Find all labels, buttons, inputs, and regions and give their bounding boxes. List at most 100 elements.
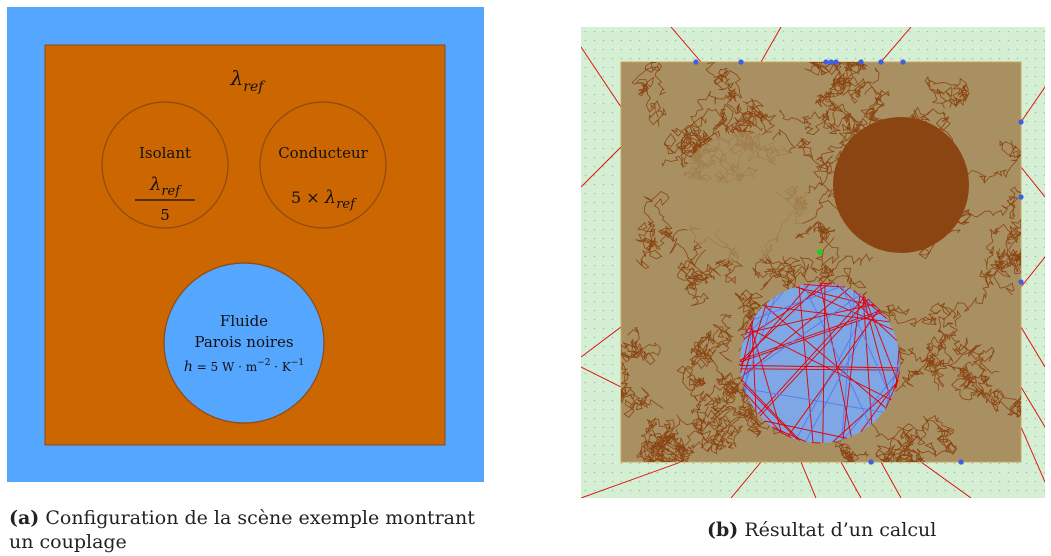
walk-path xyxy=(635,223,701,270)
walk-path xyxy=(937,261,1015,351)
walk-path xyxy=(821,418,870,462)
walk-path xyxy=(994,231,1021,273)
isolant-region xyxy=(678,132,808,262)
fluid-ray xyxy=(763,305,889,323)
caption-b-tag: (b) xyxy=(707,519,739,541)
fluid-ray xyxy=(885,380,899,410)
outer-ray xyxy=(880,461,902,498)
walk-path xyxy=(639,417,687,462)
outer-ray xyxy=(880,27,912,63)
walk-path xyxy=(676,314,732,402)
outer-ray xyxy=(1020,86,1045,123)
fluid-ray xyxy=(739,364,900,369)
outer-ray xyxy=(670,27,702,63)
fluide-circle xyxy=(163,262,325,424)
fluid-ray xyxy=(745,303,875,334)
fluid-ray xyxy=(841,285,892,400)
boundary-dot xyxy=(833,59,839,65)
boundary-dot xyxy=(858,59,864,65)
fluid-ray xyxy=(795,286,877,307)
fluid-ray xyxy=(740,318,754,373)
fluid-ray xyxy=(740,368,900,371)
outer-ray xyxy=(1020,426,1045,483)
caption-b: (b) Résultat d’un calcul xyxy=(707,518,1037,542)
boundary-dot xyxy=(900,59,906,65)
boundary-dot xyxy=(828,59,834,65)
fluid-ray xyxy=(803,284,846,288)
fluid-ray xyxy=(747,327,892,401)
fluid-ray xyxy=(739,283,811,366)
walk-path xyxy=(760,237,835,291)
isolant-denominator: 5 xyxy=(160,206,170,224)
boundary-dot xyxy=(958,459,964,465)
fluid-ray xyxy=(832,383,898,443)
fluid-ray xyxy=(862,295,892,401)
fluid-ray xyxy=(773,427,782,434)
caption-a-text: Configuration de la scène exemple montra… xyxy=(9,507,475,553)
outer-ray xyxy=(1020,256,1045,288)
fluide-sublabel: Parois noires xyxy=(194,333,293,351)
fluid-ray xyxy=(739,311,883,363)
fluid-ray xyxy=(798,285,814,443)
walk-path xyxy=(677,249,721,291)
fluid-ray xyxy=(742,383,799,441)
conducteur-region xyxy=(833,117,969,253)
fluid-ray xyxy=(759,298,869,417)
walk-path xyxy=(666,372,750,437)
boundary-dot xyxy=(823,59,829,65)
fluid-ray xyxy=(843,369,901,440)
fluid-ray xyxy=(841,290,855,441)
fluid-ray xyxy=(741,288,850,378)
fluide-formula: h = 5 W · m−2 · K−1 xyxy=(184,358,304,375)
walk-path xyxy=(636,191,729,261)
walk-path xyxy=(636,419,676,459)
walk-path xyxy=(701,405,751,455)
fluid-ray xyxy=(884,358,901,410)
outer-ray xyxy=(760,27,782,63)
boundary-dot xyxy=(1018,194,1024,200)
caption-a: (a) Configuration de la scène exemple mo… xyxy=(9,506,479,554)
outer-red-rays xyxy=(581,27,1045,498)
outer-ray xyxy=(1020,166,1045,198)
fluid-ray xyxy=(746,394,783,434)
walk-path xyxy=(830,62,868,96)
boundary-dot xyxy=(693,59,699,65)
walk-path xyxy=(795,220,840,278)
outer-ray xyxy=(581,366,622,388)
outer-ray xyxy=(1020,386,1045,428)
walk-path xyxy=(621,326,661,366)
walk-path xyxy=(927,330,970,391)
walk-path xyxy=(666,415,731,462)
fluid-ray xyxy=(787,309,880,437)
fluid-ray xyxy=(741,293,862,378)
walk-path xyxy=(822,69,882,135)
fluid-ray xyxy=(764,305,887,409)
fluid-ray xyxy=(749,323,783,434)
outer-ray xyxy=(800,461,817,498)
outer-ray xyxy=(1020,326,1045,368)
fluid-ray xyxy=(864,296,899,383)
boundary-dot xyxy=(1018,279,1024,285)
walk-path xyxy=(690,323,734,367)
outer-ray xyxy=(840,461,862,498)
walk-path xyxy=(621,362,664,418)
outer-ray xyxy=(581,461,682,498)
conducteur-circle xyxy=(259,101,387,229)
walk-path xyxy=(779,67,880,125)
walk-path xyxy=(894,415,945,462)
fluid-ray xyxy=(752,285,843,321)
figure-a-scene-configuration: λref Isolant λref 5 Conducteur 5 × λref … xyxy=(7,7,484,482)
outer-ray xyxy=(920,461,972,498)
walk-path xyxy=(924,75,970,109)
boundary-dot xyxy=(738,59,744,65)
walk-path xyxy=(631,62,667,127)
walk-path xyxy=(875,426,958,462)
figure-b-computation-result xyxy=(581,27,1045,498)
fluid-ray xyxy=(739,282,824,362)
boundary-dot xyxy=(878,59,884,65)
walk-path xyxy=(984,218,1021,275)
fluid-red-rays xyxy=(739,282,901,444)
source-point xyxy=(817,249,823,255)
fluide-label: Fluide xyxy=(220,312,268,330)
fluid-ray xyxy=(741,379,801,441)
